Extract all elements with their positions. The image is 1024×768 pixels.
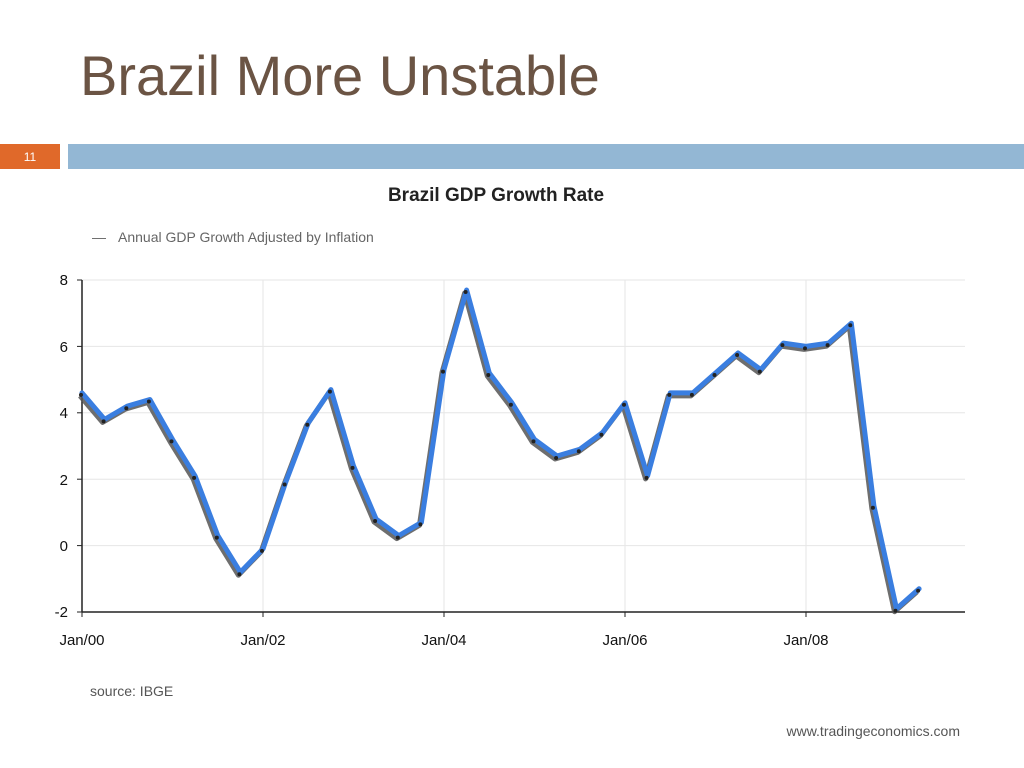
data-point [757,369,762,374]
data-point [848,323,853,328]
data-point [441,369,445,374]
series-line [79,287,922,612]
data-point [599,432,604,437]
x-tick-label: Jan/00 [59,632,104,649]
data-point [916,588,921,593]
data-point [327,389,332,394]
grid [77,279,965,617]
data-point [667,392,672,397]
data-point [237,572,242,577]
data-point [554,456,559,460]
y-tick-label: 4 [60,405,68,422]
data-point [101,419,106,424]
data-point [803,346,807,351]
x-tick-labels: Jan/00 Jan/02 Jan/04 Jan/06 Jan/08 [59,632,828,649]
y-tick-label: -2 [55,604,68,621]
x-tick-label: Jan/08 [783,632,828,649]
series-line-shadow [78,290,919,615]
y-tick-labels: 8 6 4 2 0 -2 [55,272,68,621]
data-point [689,392,694,397]
legend-label: Annual GDP Growth Adjusted by Inflation [118,229,374,245]
data-point [282,482,287,487]
data-point [260,548,264,553]
source-note: source: IBGE [90,683,173,699]
data-point [146,399,151,404]
data-point [508,402,513,407]
x-tick-label: Jan/02 [240,632,285,649]
data-point [735,353,740,357]
data-point [169,439,174,444]
x-tick-label: Jan/06 [602,632,647,649]
y-tick-label: 2 [60,472,68,489]
data-point [712,373,717,377]
x-tick-label: Jan/04 [421,632,466,649]
data-point [780,343,785,348]
legend-marker: — [92,229,106,245]
data-point [373,519,378,523]
data-point [486,373,491,377]
series-layer [78,287,922,615]
title-divider-bar [68,144,1024,169]
data-point [893,608,898,613]
data-point [305,422,310,427]
y-tick-label: 0 [60,538,68,555]
credit-url: www.tradingeconomics.com [785,723,960,739]
data-point [192,475,197,480]
data-point [79,392,83,397]
data-point [622,402,626,407]
data-point [576,449,581,454]
y-tick-label: 8 [60,272,68,289]
data-point [870,505,875,510]
chart-title: Brazil GDP Growth Rate [388,185,604,206]
data-point [644,475,649,480]
slide-title: Brazil More Unstable [80,44,600,107]
data-point [531,439,536,444]
data-point [214,535,219,540]
slide-number: 11 [0,144,60,169]
data-point [825,343,830,348]
y-tick-label: 6 [60,339,68,356]
data-point [350,465,355,470]
data-point [463,290,468,294]
data-point [418,522,423,527]
data-point [395,535,400,540]
data-point [124,406,129,411]
